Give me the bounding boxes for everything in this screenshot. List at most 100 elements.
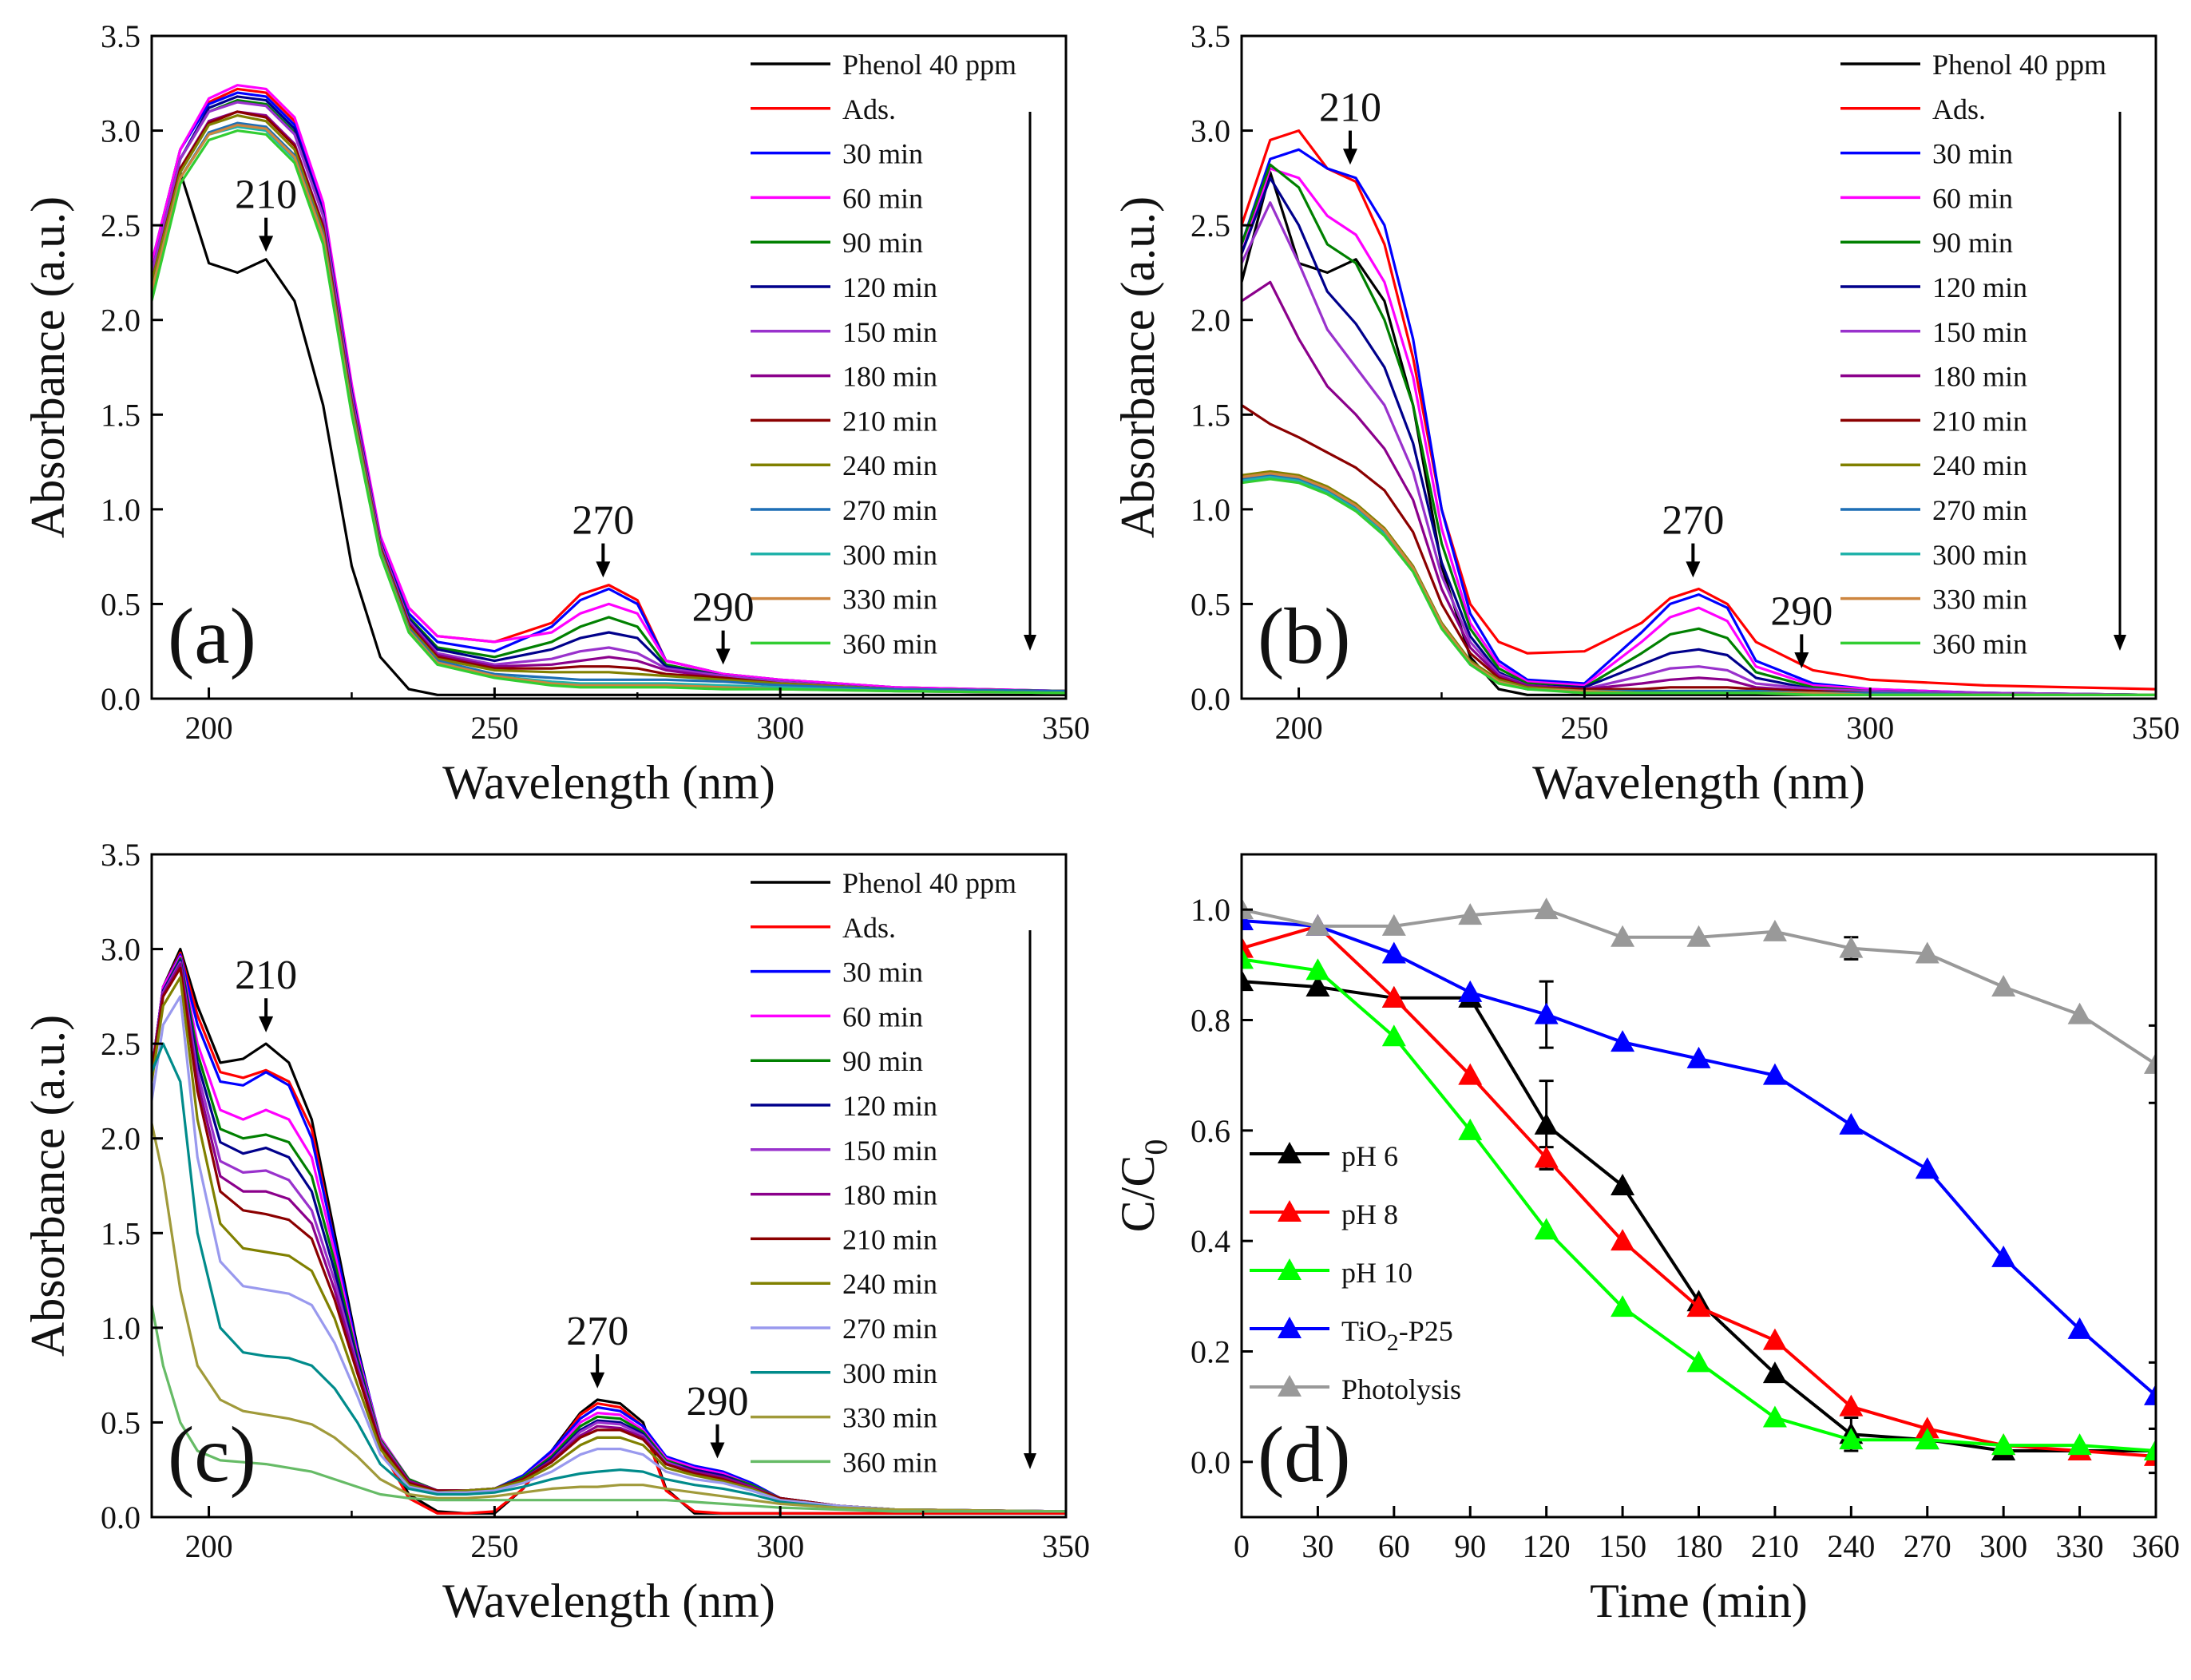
axes-frame xyxy=(150,853,1068,1519)
data-point-triangle xyxy=(1762,1328,1787,1350)
y-tick-label: 3.5 xyxy=(1191,18,1230,54)
panel-label: (a) xyxy=(168,592,256,680)
data-point-triangle xyxy=(1242,947,1254,969)
peak-arrow-head xyxy=(1342,149,1357,165)
plot-area xyxy=(1242,129,2156,696)
trend-arrow-head xyxy=(2114,635,2126,651)
data-point-triangle xyxy=(1305,975,1330,997)
data-point-triangle xyxy=(1458,1063,1483,1085)
x-tick-label: 60 xyxy=(1378,1528,1410,1564)
y-tick-label: 3.0 xyxy=(101,113,141,149)
peak-label: 270 xyxy=(566,1309,628,1354)
data-point-triangle xyxy=(2067,1002,2092,1024)
y-tick-label: 1.0 xyxy=(1191,492,1230,528)
panel-label: (d) xyxy=(1258,1410,1351,1499)
legend-entry: Ads. xyxy=(842,912,896,944)
legend-entry: 180 min xyxy=(1932,361,2027,393)
x-axis-title: Wavelength (nm) xyxy=(442,1575,775,1627)
data-point-triangle xyxy=(1839,1112,1864,1135)
legend-entry: 240 min xyxy=(842,450,937,481)
series-line-3 xyxy=(1242,167,2156,696)
y-tick-label: 3.5 xyxy=(101,18,141,54)
y-axis-title-main: Absorbance (a.u.) xyxy=(1111,196,1164,538)
legend-swatch-marker xyxy=(1278,1375,1302,1397)
data-point-triangle xyxy=(1305,958,1330,981)
legend-entry: 270 min xyxy=(842,1313,937,1345)
peak-arrow-head xyxy=(590,1372,605,1389)
data-point-triangle xyxy=(1458,980,1483,1002)
legend-entry: Phenol 40 ppm xyxy=(842,867,1016,899)
legend-entry: 90 min xyxy=(842,227,923,259)
data-point-triangle xyxy=(1242,936,1254,958)
series-line-3 xyxy=(152,84,1066,693)
panel-b: 200 250 300 350 0.0 0.5 1.0 1.5 2.0 2.5 3.0 3.5 Wave… xyxy=(1111,18,2180,809)
legend-entry: 90 min xyxy=(842,1045,923,1077)
series-line-9 xyxy=(152,976,1066,1513)
data-point-triangle xyxy=(1611,1295,1635,1317)
legend-entry: 60 min xyxy=(1932,182,2013,214)
data-point-triangle xyxy=(1534,1218,1559,1240)
trend-arrow-head xyxy=(1024,1453,1036,1469)
legend-swatch-marker xyxy=(1278,1142,1302,1163)
legend-entry: Ads. xyxy=(1932,93,1986,125)
y-axis-title-main: Absorbance (a.u.) xyxy=(22,196,74,538)
legend-entry: 360 min xyxy=(842,1446,937,1478)
peak-label: 210 xyxy=(235,953,297,998)
y-tick-label: 0.2 xyxy=(1191,1334,1230,1370)
y-axis-title: C/C0 xyxy=(1111,1139,1174,1233)
x-tick-label: 300 xyxy=(756,1528,804,1564)
legend-entry: pH 10 xyxy=(1341,1257,1412,1289)
x-tick-label: 240 xyxy=(1827,1528,1875,1564)
series-line-1 xyxy=(152,951,1066,1515)
legend-entry: Photolysis xyxy=(1341,1373,1461,1405)
legend-entry: 210 min xyxy=(842,1223,937,1255)
legend-entry: 360 min xyxy=(1932,628,2027,660)
data-point-triangle xyxy=(1915,941,1939,964)
y-axis-title: Absorbance (a.u.) xyxy=(22,196,74,538)
y-tick-label: 0.4 xyxy=(1191,1223,1230,1259)
legend-entry: 60 min xyxy=(842,182,923,214)
data-point-triangle xyxy=(1686,1295,1711,1317)
peak-label: 210 xyxy=(235,172,297,218)
data-point-triangle xyxy=(1611,1030,1635,1052)
y-tick-label: 2.5 xyxy=(101,1026,141,1062)
legend-entry: pH 8 xyxy=(1341,1199,1398,1230)
panel-label: (b) xyxy=(1258,592,1351,680)
x-tick-label: 250 xyxy=(470,710,518,746)
data-point-triangle xyxy=(1991,1433,2016,1456)
legend-entry: TiO2-P25 xyxy=(1341,1315,1453,1356)
peak-arrow-head xyxy=(710,1442,725,1459)
data-point-triangle xyxy=(1458,1118,1483,1140)
data-point-triangle xyxy=(1839,1394,1864,1417)
peak-label: 290 xyxy=(692,585,755,631)
data-point-triangle xyxy=(1686,1046,1711,1068)
x-tick-label: 350 xyxy=(1042,710,1090,746)
peak-arrow-head xyxy=(259,1016,274,1032)
y-tick-label: 0.0 xyxy=(101,681,141,717)
data-point-triangle xyxy=(1242,969,1254,992)
data-point-triangle xyxy=(1762,919,1787,941)
data-point-triangle xyxy=(2144,1439,2156,1460)
legend-swatch-marker xyxy=(1278,1317,1302,1338)
data-point-triangle xyxy=(1381,941,1406,964)
legend-entry: 330 min xyxy=(1932,584,2027,616)
y-tick-label: 0.0 xyxy=(101,1500,141,1535)
data-point-triangle xyxy=(1839,936,1864,958)
x-tick-label: 250 xyxy=(470,1528,518,1564)
y-tick-label: 1.5 xyxy=(101,397,141,433)
x-axis-title: Wavelength (nm) xyxy=(1532,756,1865,809)
legend-entry: 30 min xyxy=(842,957,923,989)
x-tick-label: 200 xyxy=(1275,710,1323,746)
y-tick-label: 2.0 xyxy=(101,303,141,339)
legend-entry: 30 min xyxy=(842,138,923,170)
legend-entry: 360 min xyxy=(842,628,937,660)
x-tick-label: 0 xyxy=(1234,1528,1250,1564)
legend-entry: 120 min xyxy=(1932,271,2027,303)
legend-entry: 150 min xyxy=(1932,316,2027,348)
x-tick-label: 180 xyxy=(1675,1528,1723,1564)
x-axis-title: Time (min) xyxy=(1590,1575,1808,1627)
peak-arrow-head xyxy=(1686,561,1701,578)
y-tick-label: 0.5 xyxy=(101,1405,141,1440)
series-line-13 xyxy=(152,129,1066,695)
peak-label: 210 xyxy=(1319,85,1381,131)
